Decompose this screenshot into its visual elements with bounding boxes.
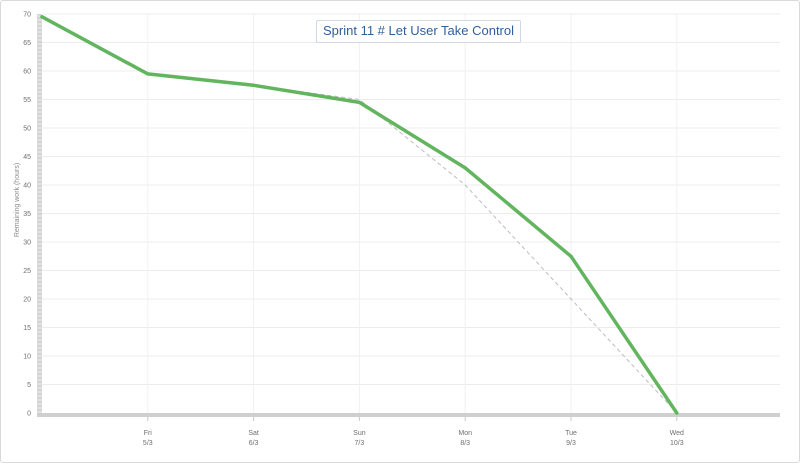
y-tick-label: 55 bbox=[23, 97, 31, 104]
x-axis-band bbox=[37, 413, 780, 417]
y-tick-label: 10 bbox=[23, 354, 31, 361]
y-tick-label: 5 bbox=[27, 382, 31, 389]
y-tick-label: 45 bbox=[23, 154, 31, 161]
y-tick-label: 15 bbox=[23, 325, 31, 332]
axes bbox=[37, 14, 780, 417]
y-tick-label: 50 bbox=[23, 126, 31, 133]
series-lines bbox=[40, 15, 679, 415]
x-tick-day-label: Mon bbox=[458, 430, 472, 437]
x-tick-date-label: 8/3 bbox=[460, 440, 470, 447]
y-tick-label: 25 bbox=[23, 268, 31, 275]
y-axis-title: Remaining work (hours) bbox=[14, 163, 21, 237]
x-tick-date-label: 6/3 bbox=[249, 440, 259, 447]
x-tick-day-label: Wed bbox=[670, 430, 684, 437]
remaining-work-point bbox=[252, 83, 256, 87]
y-tick-label: 60 bbox=[23, 69, 31, 76]
x-tick-day-label: Fri bbox=[144, 430, 153, 437]
x-axis-ticks: Fri 5/3 Sat 6/3 Sun 7/3 Mon 8/3 Tue 9/3 Wed 10/3 bbox=[143, 417, 684, 447]
x-tick-date-label: 10/3 bbox=[670, 440, 684, 447]
x-tick-day-label: Tue bbox=[565, 430, 577, 437]
y-axis-band bbox=[37, 14, 42, 417]
x-tick-date-label: 5/3 bbox=[143, 440, 153, 447]
y-axis-ticks: 0 5 10 15 20 25 30 35 40 45 50 55 60 65 70 bbox=[23, 12, 31, 418]
y-tick-label: 0 bbox=[27, 411, 31, 418]
y-tick-label: 65 bbox=[23, 40, 31, 47]
remaining-work-point bbox=[675, 411, 679, 415]
remaining-work-point bbox=[40, 15, 44, 19]
y-tick-label: 70 bbox=[23, 12, 31, 19]
y-tick-label: 40 bbox=[23, 183, 31, 190]
x-tick-day-label: Sat bbox=[248, 430, 259, 437]
remaining-work-point bbox=[463, 166, 467, 170]
chart-title: Sprint 11 # Let User Take Control bbox=[316, 20, 522, 43]
y-tick-label: 20 bbox=[23, 297, 31, 304]
remaining-work-point bbox=[357, 100, 361, 104]
y-tick-label: 30 bbox=[23, 240, 31, 247]
x-tick-date-label: 7/3 bbox=[355, 440, 365, 447]
remaining-work-point bbox=[569, 254, 573, 258]
x-tick-day-label: Sun bbox=[353, 430, 366, 437]
remaining-work-point bbox=[146, 72, 150, 76]
x-tick-date-label: 9/3 bbox=[566, 440, 576, 447]
y-tick-label: 35 bbox=[23, 211, 31, 218]
